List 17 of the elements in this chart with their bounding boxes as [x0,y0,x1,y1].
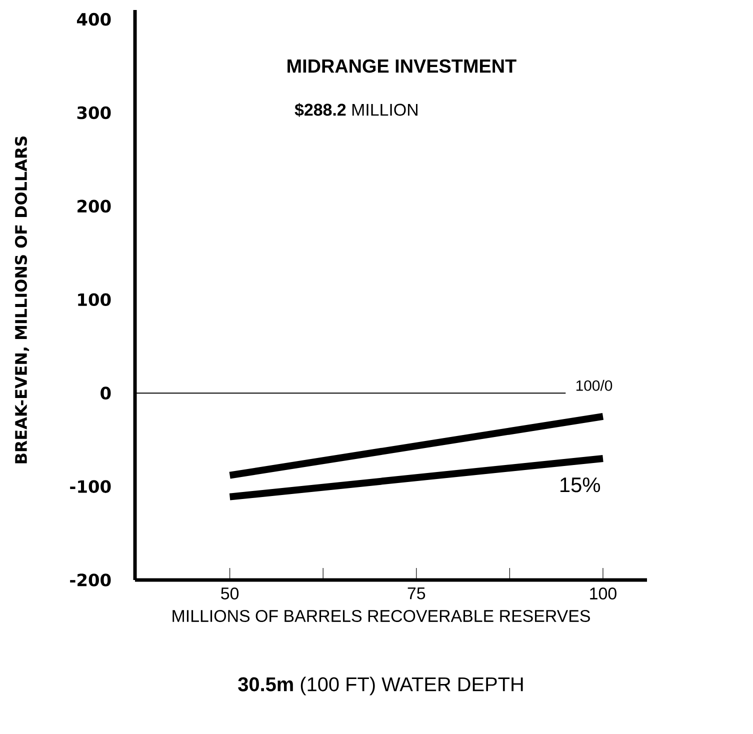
y-tick-label: 100 [78,293,111,306]
x-tick-label: 50 [221,587,239,600]
x-axis-title: MILLIONS OF BARRELS RECOVERABLE RESERVES [172,610,590,622]
y-tick-label: 0 [100,386,111,400]
y-tick-label: -200 [70,574,111,586]
text: MIDRANGE INVESTMENT [288,59,516,73]
text: 30.5m (100 FT) WATER DEPTH [238,676,523,696]
x-tick-label: 75 [408,587,426,600]
ref-line-label: 100/0 [576,380,612,391]
y-tick-label: -100 [70,480,111,493]
y-tick-label: 200 [78,200,111,213]
y-tick-label: 400 [76,12,111,26]
series-label: 15% [560,478,600,492]
y-axis-title: BREAK-EVEN, MILLIONS OF DOLLARS [14,136,30,464]
text: $288.2 MILLION [294,103,418,117]
x-tick-label: 100 [590,587,616,600]
y-tick-label: 300 [77,106,111,120]
